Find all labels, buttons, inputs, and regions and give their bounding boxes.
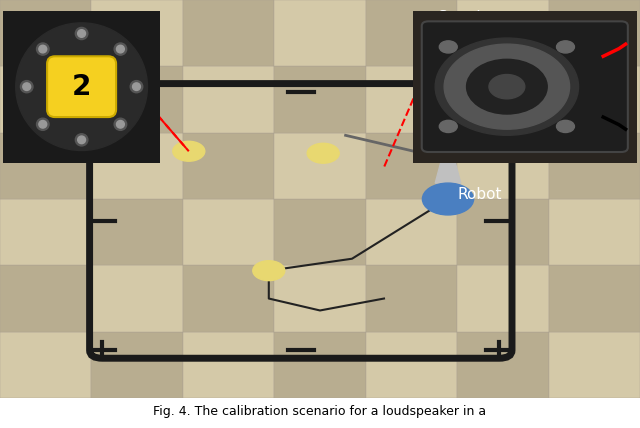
Bar — [0, 265, 92, 332]
Circle shape — [132, 83, 140, 90]
Bar — [365, 133, 457, 199]
Bar — [0, 199, 92, 265]
Bar — [92, 66, 183, 133]
Circle shape — [76, 134, 88, 146]
Bar — [548, 133, 640, 199]
Text: Speaker: Speaker — [438, 10, 501, 25]
Bar — [183, 332, 275, 398]
Bar — [548, 0, 640, 66]
Circle shape — [116, 120, 124, 128]
Circle shape — [422, 183, 474, 215]
Bar — [365, 265, 457, 332]
Bar — [275, 265, 365, 332]
Circle shape — [173, 141, 205, 161]
Bar — [457, 332, 548, 398]
Bar — [457, 133, 548, 199]
Bar — [92, 133, 183, 199]
FancyBboxPatch shape — [47, 56, 116, 117]
FancyBboxPatch shape — [422, 21, 628, 152]
Circle shape — [23, 83, 31, 90]
Bar — [275, 332, 365, 398]
Bar — [183, 199, 275, 265]
Text: Fig. 4. The calibration scenario for a loudspeaker in a: Fig. 4. The calibration scenario for a l… — [154, 405, 486, 418]
Circle shape — [439, 41, 457, 53]
Text: Mic. Array: Mic. Array — [16, 12, 93, 27]
Bar — [457, 66, 548, 133]
Bar — [548, 332, 640, 398]
Bar — [365, 0, 457, 66]
Bar — [183, 265, 275, 332]
Bar — [275, 199, 365, 265]
Polygon shape — [435, 159, 461, 183]
Circle shape — [444, 44, 570, 129]
Circle shape — [39, 120, 47, 128]
Text: Robot: Robot — [458, 187, 502, 202]
Circle shape — [114, 118, 127, 131]
Bar — [275, 133, 365, 199]
Circle shape — [39, 45, 47, 53]
Bar — [275, 0, 365, 66]
Circle shape — [77, 136, 86, 144]
Circle shape — [76, 27, 88, 39]
Circle shape — [116, 45, 124, 53]
Bar — [92, 199, 183, 265]
Circle shape — [36, 43, 49, 55]
Bar — [92, 265, 183, 332]
Circle shape — [114, 43, 127, 55]
Bar — [548, 265, 640, 332]
Circle shape — [253, 261, 285, 281]
Circle shape — [130, 80, 143, 93]
Bar — [0, 0, 92, 66]
Circle shape — [467, 59, 547, 114]
Bar — [457, 199, 548, 265]
Bar — [275, 66, 365, 133]
Bar — [183, 133, 275, 199]
Circle shape — [36, 118, 49, 131]
Bar — [0, 66, 92, 133]
Circle shape — [557, 41, 575, 53]
Bar — [365, 332, 457, 398]
Bar — [365, 66, 457, 133]
Circle shape — [435, 38, 579, 135]
Bar — [548, 66, 640, 133]
Bar — [183, 66, 275, 133]
Bar — [457, 0, 548, 66]
Circle shape — [557, 120, 575, 133]
Circle shape — [20, 80, 33, 93]
Bar — [0, 133, 92, 199]
Circle shape — [439, 120, 457, 133]
Circle shape — [77, 30, 86, 37]
Bar — [183, 0, 275, 66]
Bar — [548, 199, 640, 265]
Circle shape — [489, 74, 525, 99]
Bar — [92, 332, 183, 398]
Text: 2: 2 — [72, 73, 92, 101]
Bar — [365, 199, 457, 265]
Bar — [0, 332, 92, 398]
Circle shape — [16, 23, 147, 151]
Circle shape — [307, 143, 339, 163]
Bar — [457, 265, 548, 332]
Bar — [92, 0, 183, 66]
